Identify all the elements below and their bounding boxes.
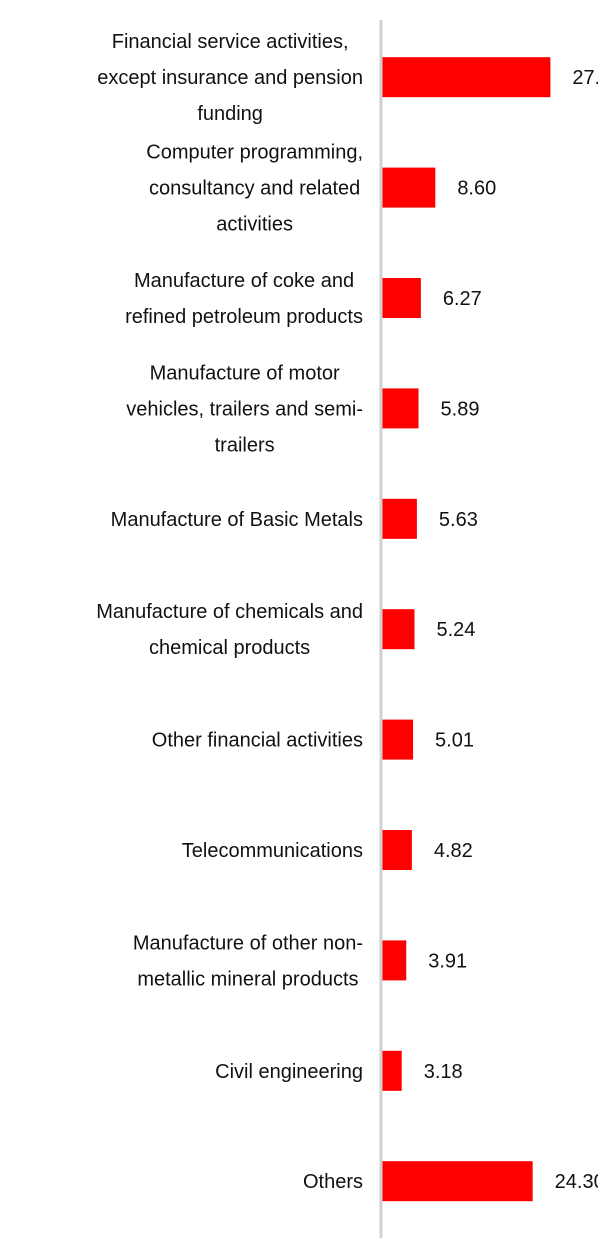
bar [382, 388, 419, 429]
value-labels-layer: 27.16 8.60 6.27 5.89 5.63 5.24 5.01 4.82 3.91 3.1… [424, 67, 598, 1193]
category-label: Civil engineering [215, 1061, 363, 1083]
bars-layer [382, 57, 551, 1202]
category-label-line: Manufacture of Basic Metals [111, 509, 363, 531]
category-label: Manufacture of motor vehicles, trailers a… [126, 362, 363, 456]
category-label-line: metallic mineral products [137, 968, 358, 990]
category-label-line: except insurance and pension [97, 67, 363, 89]
category-label-line: consultancy and related [149, 178, 360, 200]
value-label: 27.16 [572, 67, 598, 89]
bar [382, 167, 436, 208]
category-label-line: Others [303, 1171, 363, 1193]
value-label: 5.01 [435, 730, 474, 752]
value-label: 6.27 [443, 288, 482, 310]
category-label-line: Telecommunications [182, 840, 363, 862]
value-label: 5.63 [439, 509, 478, 531]
bar [382, 1050, 402, 1091]
category-label-line: activities [216, 214, 293, 236]
category-label: Others [303, 1171, 363, 1193]
bar [382, 498, 417, 539]
category-label-line: Other financial activities [152, 730, 363, 752]
category-label-line: chemical products [149, 637, 310, 659]
category-label-line: Financial service activities, [112, 31, 349, 53]
bar [382, 940, 407, 981]
category-label-line: Manufacture of chemicals and [96, 601, 363, 623]
category-label-line: Computer programming, [146, 142, 363, 164]
category-label: Computer programming, consultancy and rel… [146, 142, 363, 236]
category-label: Manufacture of chemicals and chemical pro… [96, 601, 363, 659]
category-label-line: refined petroleum products [125, 306, 363, 328]
category-label: Telecommunications [182, 840, 363, 862]
category-label-line: Manufacture of coke and [134, 270, 354, 292]
bar [382, 830, 412, 870]
value-label: 24.30 [555, 1171, 598, 1193]
bar [382, 1161, 533, 1202]
category-label: Manufacture of Basic Metals [111, 509, 363, 531]
category-label-line: Manufacture of motor [150, 362, 340, 384]
category-label-line: trailers [215, 434, 275, 456]
category-label: Other financial activities [152, 730, 363, 752]
category-label: Financial service activities, except insu… [97, 31, 363, 125]
value-label: 3.91 [428, 950, 467, 972]
category-label: Manufacture of other non-metallic minera… [133, 932, 363, 990]
category-label-line: Civil engineering [215, 1061, 363, 1083]
bar [382, 278, 421, 318]
bar [382, 609, 415, 650]
category-label-line: funding [197, 103, 263, 125]
bar [382, 57, 551, 98]
category-label: Manufacture of coke and refined petroleum… [125, 270, 363, 328]
category-labels-layer: Financial service activities, except insu… [96, 31, 363, 1193]
value-label: 5.89 [441, 398, 480, 420]
value-label: 3.18 [424, 1061, 463, 1083]
value-label: 4.82 [434, 840, 473, 862]
value-label: 5.24 [436, 619, 475, 641]
value-label: 8.60 [457, 178, 496, 200]
category-label-line: vehicles, trailers and semi- [126, 398, 363, 420]
bar [382, 719, 414, 760]
category-label-line: Manufacture of other non- [133, 932, 363, 954]
